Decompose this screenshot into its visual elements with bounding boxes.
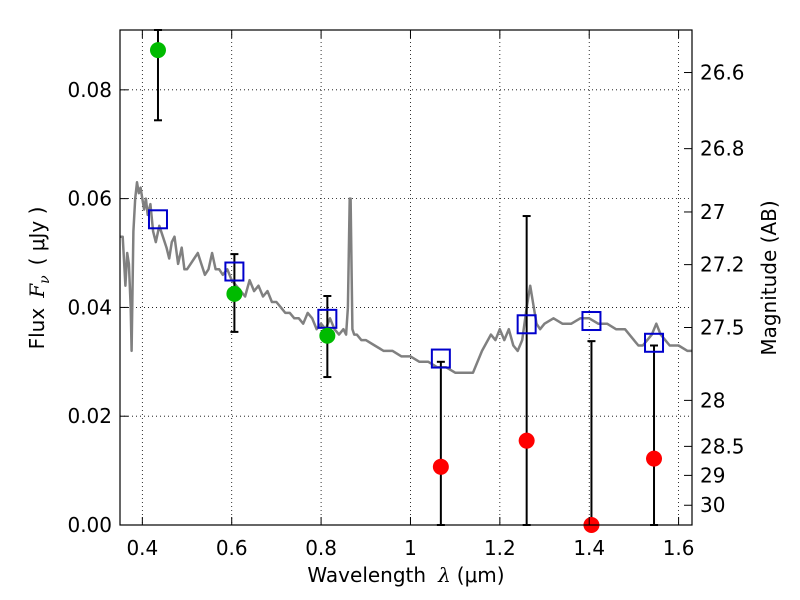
y-axis-title-symbol: F (25, 283, 49, 299)
y2-axis-title: Magnitude (AB) (757, 200, 781, 355)
y2-tick-label: 28.5 (700, 434, 745, 458)
y-axis-title-unit: ( μJy ) (25, 207, 49, 266)
x-tick-label: 0.6 (216, 536, 248, 560)
svg-text:FluxFν( μJy ): Flux Fν ( μJy ) (25, 207, 53, 350)
model-photometry-layer (147, 209, 665, 369)
y-tick-label: 0.02 (67, 404, 112, 428)
x-axis-title: Wavelength λ (μm) (307, 563, 504, 587)
detection-point (319, 327, 336, 344)
non-detection-point (518, 432, 535, 449)
y-axis: 0.00 0.02 0.04 0.06 0.08 (67, 78, 128, 537)
model-photometry-box (147, 209, 168, 230)
y2-tick-label: 27.2 (700, 253, 745, 277)
y2-tick-label: 27 (700, 200, 725, 224)
y2-axis-title-text: Magnitude (AB) (757, 200, 781, 355)
y2-axis: 26.6 26.8 27 27.2 27.5 28 28.5 29 30 (684, 61, 745, 517)
model-photometry-box (581, 311, 602, 332)
x-axis-title-unit: (μm) (457, 563, 505, 587)
model-photometry-box (644, 332, 665, 353)
x-tick-label: 1.2 (484, 536, 516, 560)
y2-tick-label: 28 (700, 388, 725, 412)
y-tick-label: 0.08 (67, 78, 112, 102)
x-axis-title-symbol: λ (437, 563, 451, 587)
model-spectrum-line (120, 181, 692, 374)
x-tick-label: 0.4 (126, 536, 158, 560)
y-axis-title: Flux Fν ( μJy ) (25, 207, 53, 350)
y-tick-label: 0.06 (67, 187, 112, 211)
model-photometry-box (224, 261, 245, 282)
y-axis-title-subscript: ν (37, 275, 53, 284)
y2-tick-label: 26.8 (700, 137, 745, 161)
spectrum-layer (120, 181, 692, 374)
x-axis: 0.4 0.6 0.8 1 1.2 1.4 1.6 (126, 30, 695, 560)
y2-tick-label: 26.6 (700, 61, 745, 85)
non-detection-point (432, 458, 449, 475)
plot-frame (119, 29, 693, 526)
non-detection-point (646, 450, 663, 467)
y-tick-label: 0.00 (67, 513, 112, 537)
x-tick-label: 1.4 (573, 536, 605, 560)
grid-layer (120, 30, 692, 525)
model-photometry-box (516, 314, 537, 335)
y-axis-title-prefix: Flux (25, 308, 49, 350)
y2-tick-label: 29 (700, 463, 725, 487)
x-axis-title-prefix: Wavelength (307, 563, 426, 587)
detection-point (226, 285, 243, 302)
x-tick-label: 1 (404, 536, 417, 560)
y2-tick-label: 30 (700, 493, 725, 517)
x-tick-label: 0.8 (305, 536, 337, 560)
y-tick-label: 0.04 (67, 295, 112, 319)
data-point-layer (149, 42, 663, 533)
model-photometry-box (430, 348, 451, 369)
y2-tick-label: 27.5 (700, 315, 745, 339)
detection-point (149, 42, 166, 59)
x-tick-label: 1.6 (663, 536, 695, 560)
